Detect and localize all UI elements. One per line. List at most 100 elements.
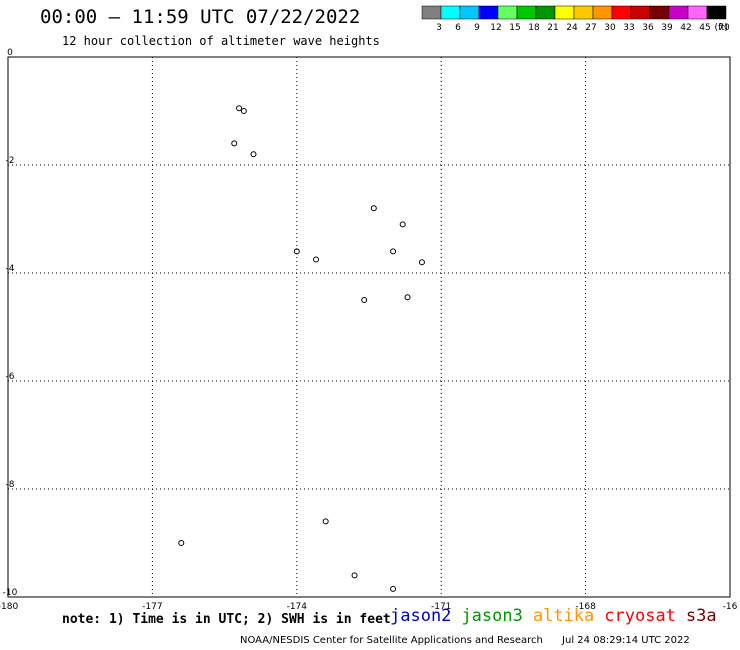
swh-value-label: 6.08 [0,0,25,3]
swh-value-label: 5.73 [0,0,25,3]
swh-value-label: 7.78 [0,0,25,3]
swh-value-label: 6.22 [0,0,25,3]
swh-value-label: 5.48 [0,0,25,3]
swh-value-label: 5.61 [0,0,25,3]
swh-value-label: 5.39 [0,0,25,3]
pass-time-label: 1118 [0,0,29,3]
swh-value-label: 7. [0,0,11,3]
swh-value-label: 8.10 [0,0,25,3]
swh-value-label: 6.51 [0,0,25,3]
colorbar-tick: 36 [642,23,654,33]
colorbar-tick: 24 [566,23,578,33]
swh-value-label: 5.27 [0,0,25,3]
swh-value-label: 5.54 [0,0,25,3]
x-tick-label: -177 [142,602,162,612]
pass-time-label: 0942 [0,0,29,3]
island-outline [404,294,411,301]
swh-value-label: 5.70 [0,0,25,3]
swh-value-label: 5.74 [0,0,25,3]
island-outline [390,585,397,592]
swh-value-label: 6.15 [0,0,25,3]
pass-time-label: 1117 [0,0,29,3]
swh-value-label: 5.55 [0,0,25,3]
swh-value-label: 6.31 [0,0,25,3]
generation-timestamp: Jul 24 08:29:14 UTC 2022 [562,635,690,646]
colorbar-tick: 12 [490,23,501,33]
swh-value-label: 5.75 [0,0,25,3]
swh-value-label: 7.89 [0,0,25,3]
island-outline [178,540,185,546]
swh-value-label: 8.53 [0,0,25,3]
swh-value-label: 7.28 [0,0,25,3]
swh-value-label: 6.81 [0,0,25,3]
swh-value-label: 8. [0,0,11,3]
pass-time-label: 1117 [0,0,29,3]
colorbar-cell [630,5,651,20]
swh-value-label: 6.78 [0,0,25,3]
colorbar-tick: 6 [455,23,461,33]
swh-value-label: 8.21 [0,0,25,3]
island-outline [293,248,300,255]
island-outline [322,518,329,525]
swh-value-label: 10.37 [0,0,32,3]
colorbar-tick: 42 [680,23,691,33]
swh-value-label: 6.09 [0,0,25,3]
colorbar-cell [573,5,594,20]
island-outline [236,105,243,112]
swh-value-label: 5.47 [0,0,25,3]
mission-legend-cryosat: cryosat [604,606,676,626]
swh-value-label: 5.94 [0,0,25,3]
swh-value-label: 7.96 [0,0,25,3]
colorbar-tick: 27 [585,23,596,33]
mission-legend-jason2: jason2 [390,606,452,626]
swh-value-label: 6.11 [0,0,25,3]
colorbar-tick: 30 [604,23,616,33]
swh-value-label: 7.3 [0,0,18,3]
chart-title: 00:00 — 11:59 UTC 07/22/2022 [40,6,361,28]
colorbar-tick: 18 [528,23,540,33]
swh-value-label: 5.88 [0,0,25,3]
pass-time-label: 1116 [0,0,29,3]
island-outline [250,151,257,158]
swh-value-label: 6.02 [0,0,25,3]
swh-value-label: 7.91 [0,0,25,3]
colorbar-cell [459,5,480,20]
swh-value-label: 5.78 [0,0,25,3]
island-outline [418,259,425,266]
y-tick-label: -8 [6,480,15,490]
swh-value-label: 4.86 [0,0,25,3]
pass-time-label: 1118 [0,0,29,3]
swh-value-label: 8.40 [0,0,25,3]
swh-value-label: 6.72 [0,0,25,3]
swh-value-label: 5.51 [0,0,25,3]
y-tick-label: -10 [3,588,18,598]
colorbar-tick: 9 [474,23,480,33]
swh-value-label: 6.21 [0,0,25,3]
swh-value-label: 5.70 [0,0,25,3]
swh-value-label: 5.43 [0,0,25,3]
swh-value-label: 5.87 [0,0,25,3]
swh-value-label: 5.95 [0,0,25,3]
swh-value-label: 7.77 [0,0,25,3]
swh-value-label: 6.41 [0,0,25,3]
swh-value-label: 5.50 [0,0,25,3]
plot-frame [7,56,731,598]
x-tick-label: -16 [723,602,738,612]
swh-value-label: 8.46 [0,0,25,3]
swh-value-label: 5.98 [0,0,25,3]
colorbar-cell [611,5,632,20]
swh-value-label: 6.00 [0,0,25,3]
colorbar-cell [668,5,689,20]
swh-value-label: 5.79 [0,0,25,3]
swh-value-label: 5.88 [0,0,25,3]
swh-value-label: 6.11 [0,0,25,3]
swh-value-label: 5.11 [0,0,25,3]
swh-value-label: 7.39 [0,0,25,3]
swh-value-label: 5.57 [0,0,25,3]
swh-value-label: 24.84 [0,0,32,3]
swh-value-label: 5.80 [0,0,25,3]
x-tick-label: -168 [575,602,596,612]
swh-value-label: 5.48 [0,0,25,3]
island-outline [240,108,247,114]
